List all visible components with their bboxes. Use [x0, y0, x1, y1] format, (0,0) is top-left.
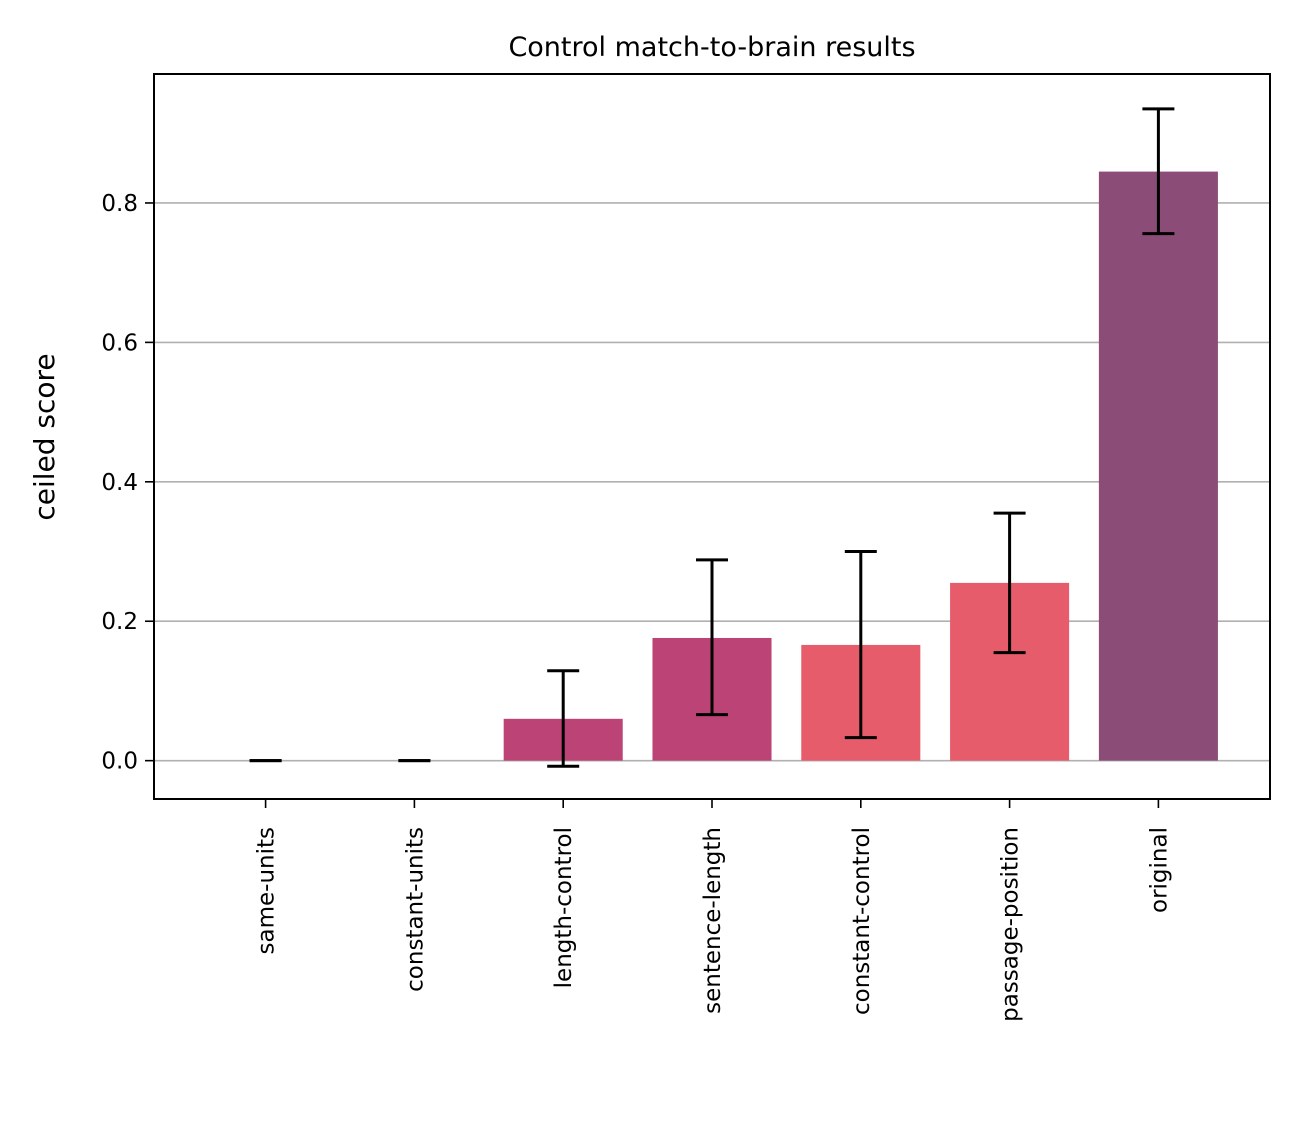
x-tick-label: sentence-length: [700, 827, 726, 1014]
gridlines: [154, 202, 1270, 762]
y-tick-label: 0.4: [101, 470, 138, 496]
x-axis-ticks: same-units constant-units length-control se…: [254, 799, 1172, 1022]
error-bars: [249, 107, 1175, 768]
y-axis-label: ceiled score: [28, 353, 61, 520]
x-tick-label: constant-units: [402, 827, 428, 992]
y-axis-ticks: 0.0 0.2 0.4 0.6 0.8: [101, 191, 154, 775]
y-tick-label: 0.2: [101, 609, 138, 635]
x-tick-label: same-units: [254, 827, 280, 954]
x-tick-label: constant-control: [849, 827, 875, 1015]
chart-title: Control match-to-brain results: [508, 32, 915, 63]
x-tick-label: passage-position: [998, 827, 1024, 1022]
y-tick-label: 0.0: [101, 749, 138, 775]
y-tick-label: 0.8: [101, 191, 138, 217]
bar: [1098, 171, 1218, 761]
x-tick-label: original: [1146, 827, 1172, 913]
y-tick-label: 0.6: [101, 330, 138, 356]
x-tick-label: length-control: [551, 827, 577, 988]
